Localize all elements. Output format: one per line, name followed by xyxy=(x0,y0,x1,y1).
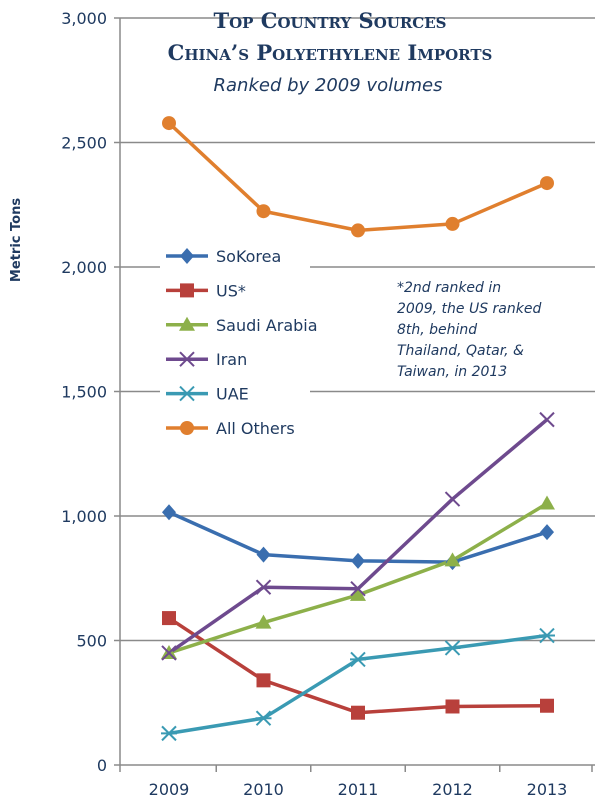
series-line-us xyxy=(168,616,548,715)
x-tick-label-2010: 2010 xyxy=(243,780,284,799)
legend-label-uae: UAE xyxy=(216,385,249,404)
y-tick-label-3: 1,500 xyxy=(61,383,107,402)
legend-marker-iran xyxy=(179,351,195,367)
note-line-2: 2009, the US ranked xyxy=(397,301,541,317)
series-markers xyxy=(161,116,555,742)
x-tick-label-2012: 2012 xyxy=(432,780,473,799)
legend: SoKorea US* Saudi Arabia Iran UAE All Others xyxy=(160,238,318,448)
y-axis-label: Metric Tons xyxy=(9,198,24,282)
y-tick-labels: 0 500 1,000 1,500 2,000 2,500 3,000 xyxy=(61,9,107,775)
series-line-all-others xyxy=(167,121,548,233)
point-us-2011 xyxy=(351,705,365,720)
legend-background xyxy=(160,238,310,448)
legend-label-sokorea: SoKorea xyxy=(216,247,281,266)
legend-label-saudi-arabia: Saudi Arabia xyxy=(216,316,318,335)
point-iran-2009 xyxy=(161,645,177,661)
legend-marker-all-others xyxy=(180,421,194,435)
point-all-others-2013 xyxy=(540,176,554,191)
legend-marker-sokorea xyxy=(180,248,194,264)
point-sokorea-2009 xyxy=(162,504,176,521)
y-tick-label-2: 1,000 xyxy=(61,507,107,526)
point-uae-2010 xyxy=(255,710,272,726)
point-sokorea-2013 xyxy=(540,524,554,541)
y-tick-label-0: 0 xyxy=(97,756,107,775)
x-tick-label-2009: 2009 xyxy=(149,780,190,799)
point-uae-2013 xyxy=(539,627,555,644)
y-tick-label-5: 2,500 xyxy=(61,134,107,153)
legend-marker-us xyxy=(180,283,194,298)
point-uae-2012 xyxy=(444,640,461,656)
point-sokorea-2010 xyxy=(256,546,271,563)
legend-label-us: US* xyxy=(216,281,246,300)
point-uae-2009 xyxy=(161,725,177,742)
point-uae-2011 xyxy=(350,651,366,668)
chart-title-line1: Top Country Sources xyxy=(213,8,446,33)
chart-title-line2: China’s Polyethylene Imports xyxy=(168,40,493,65)
legend-label-all-others: All Others xyxy=(216,419,295,438)
point-all-others-2010 xyxy=(256,204,271,219)
point-us-2013 xyxy=(540,698,554,713)
point-saudi-arabia-2012 xyxy=(444,552,461,567)
note-line-5: Taiwan, in 2013 xyxy=(397,364,507,380)
x-tick-labels: 2009 2010 2011 2012 2013 xyxy=(149,780,568,799)
note-line-1: *2nd ranked in xyxy=(397,280,501,296)
point-iran-2010 xyxy=(255,579,272,595)
point-all-others-2012 xyxy=(445,216,460,231)
point-sokorea-2011 xyxy=(351,552,365,569)
point-iran-2011 xyxy=(350,581,366,597)
point-us-2012 xyxy=(445,699,460,714)
point-all-others-2009 xyxy=(162,116,176,131)
series-line-saudi-arabia xyxy=(168,502,548,655)
y-tick-label-1: 500 xyxy=(76,632,107,651)
annotation-note: *2nd ranked in 2009, the US ranked 8th, … xyxy=(397,280,541,380)
y-tick-label-4: 2,000 xyxy=(61,258,107,277)
point-saudi-arabia-2011 xyxy=(350,586,366,601)
note-line-4: Thailand, Qatar, & xyxy=(397,343,524,359)
point-iran-2012 xyxy=(444,491,461,507)
y-tick-label-6: 3,000 xyxy=(61,9,107,28)
point-us-2010 xyxy=(256,673,271,688)
point-us-2009 xyxy=(162,611,176,626)
legend-marker-uae xyxy=(179,385,195,402)
chart-subtitle: Ranked by 2009 volumes xyxy=(214,75,443,96)
legend-marker-saudi-arabia xyxy=(179,316,195,331)
point-iran-2013 xyxy=(539,411,555,428)
point-saudi-arabia-2010 xyxy=(255,614,272,629)
x-tick-label-2013: 2013 xyxy=(527,780,568,799)
x-tick-label-2011: 2011 xyxy=(338,780,379,799)
point-saudi-arabia-2013 xyxy=(539,495,555,510)
legend-label-iran: Iran xyxy=(216,350,247,369)
note-line-3: 8th, behind xyxy=(397,322,477,338)
point-all-others-2011 xyxy=(351,223,365,238)
axes xyxy=(114,17,595,772)
